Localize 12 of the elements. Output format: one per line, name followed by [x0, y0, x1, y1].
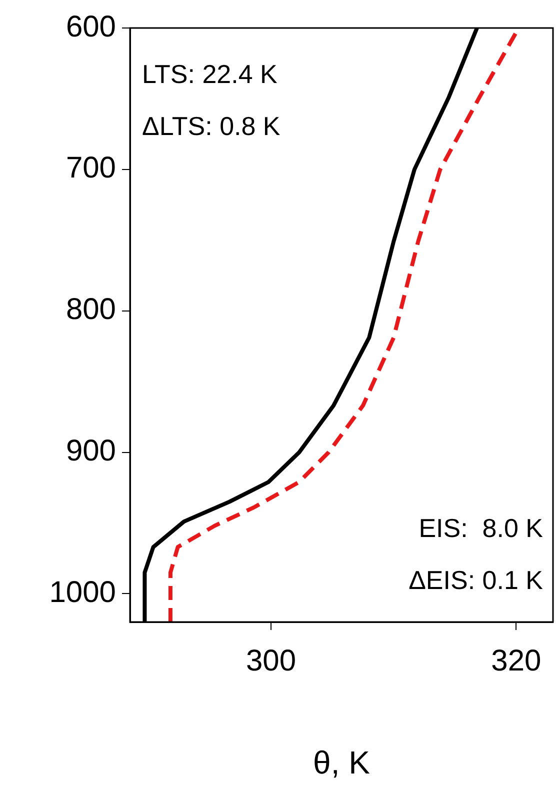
y-tick-label: 800 [66, 293, 116, 326]
y-tick-label: 900 [66, 434, 116, 468]
annotation: LTS: 22.4 K [142, 59, 278, 90]
annotation: ΔEIS: 0.1 K [408, 565, 544, 596]
annotation: EIS: 8.0 K [418, 513, 544, 544]
x-tick-label: 320 [491, 644, 542, 678]
x-axis-title: θ, K [313, 744, 370, 781]
y-tick-label: 600 [66, 10, 116, 44]
x-tick-label: 300 [246, 644, 296, 678]
y-tick-label: 700 [66, 152, 116, 185]
y-tick-label: 1000 [49, 576, 116, 609]
annotation: ΔLTS: 0.8 K [142, 111, 281, 142]
